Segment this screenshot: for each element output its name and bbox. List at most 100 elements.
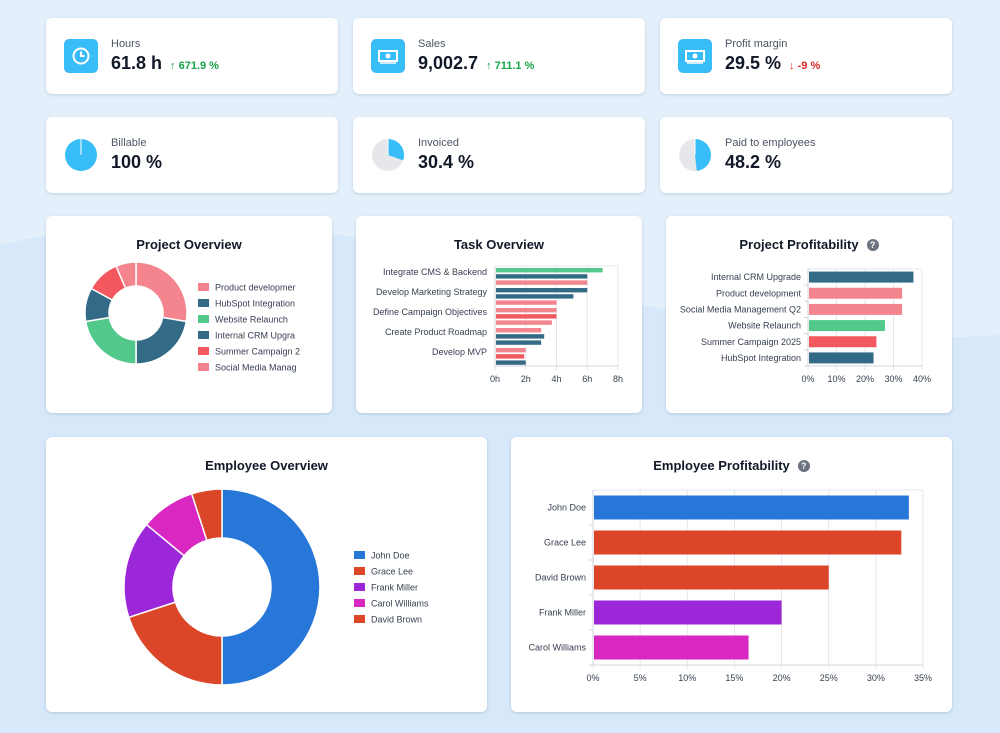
y-tick-label: Frank Miller [539, 608, 586, 618]
bar [496, 280, 588, 285]
bar [594, 600, 782, 625]
x-tick-label: 0% [801, 374, 814, 384]
x-tick-label: 35% [914, 673, 932, 683]
bar [496, 354, 525, 359]
bar [809, 303, 903, 315]
invoiced-pie-icon [372, 139, 404, 171]
project-profitability-card: Project Profitability? 0% 10% 20% 30% 40% Int… [666, 216, 952, 413]
legend-label: Carol Williams [371, 599, 429, 609]
bar [496, 314, 557, 319]
employee-overview-card: Employee Overview John Doe Grace Lee Frank… [46, 437, 487, 712]
money-icon [371, 39, 405, 73]
donut-slice [84, 316, 137, 365]
chart-title-text: Employee Profitability [653, 458, 790, 473]
legend-label: Grace Lee [371, 567, 413, 577]
y-tick-label: David Brown [535, 573, 586, 583]
x-tick-label: 40% [913, 374, 931, 384]
donut-slice [135, 316, 188, 365]
employee-profitability-chart: 0% 5% 10% 15% 20% 25% 30% 35% John Doe Grace Lee D… [528, 489, 932, 683]
x-tick-label: 4h [551, 374, 561, 384]
chart-title-text: Project Profitability [739, 237, 859, 252]
x-tick-label: 30% [867, 673, 885, 683]
kpi-label: Profit margin [725, 38, 788, 50]
chart-title: Task Overview [453, 237, 545, 252]
kpi-sales-card: Sales 9,002.7 ↑ 711.1 % [353, 18, 645, 94]
x-tick-label: 25% [820, 673, 838, 683]
y-tick-label: John Doe [547, 503, 586, 513]
bar [496, 348, 526, 353]
legend-swatch [354, 599, 365, 607]
donut-slice [221, 488, 321, 686]
legend-label: HubSpot Integration [215, 299, 295, 309]
kpi-hours-card: Hours 61.8 h ↑ 671.9 % [46, 18, 338, 94]
kpi-label: Paid to employees [725, 137, 816, 149]
legend-swatch [354, 615, 365, 623]
bar [809, 287, 903, 299]
donut-slice [135, 261, 188, 323]
x-tick-label: 10% [827, 374, 845, 384]
kpi-value: 29.5 % [725, 53, 782, 73]
pie-slice [388, 139, 404, 161]
paid-pie-icon [679, 139, 711, 171]
donut-slice [115, 261, 137, 290]
task-overview-chart: 0h 2h 4h 6h 8h Integrate CMS & Backend Develop… [373, 265, 623, 384]
help-icon[interactable]: ? [866, 239, 879, 251]
bar [496, 288, 588, 293]
kpi-profit-margin-card: Profit margin 29.5 % ↓ -9 % [660, 18, 952, 94]
legend-swatch [198, 283, 209, 291]
legend-swatch [198, 347, 209, 355]
bar [809, 271, 914, 283]
y-tick-label: Integrate CMS & Backend [383, 267, 487, 277]
y-tick-label: Website Relaunch [728, 321, 801, 331]
y-tick-label: Define Campaign Objectives [373, 307, 488, 317]
task-overview-card: Task Overview 0h 2h 4h 6h 8h Integrate CMS & … [356, 216, 642, 413]
kpi-label: Sales [418, 38, 446, 50]
donut-slice [127, 601, 223, 686]
money-icon [678, 39, 712, 73]
chart-title: Project Profitability? [666, 237, 952, 252]
bar [809, 352, 874, 364]
y-tick-label: Develop Marketing Strategy [376, 287, 488, 297]
legend-label: Website Relaunch [215, 315, 288, 325]
kpi-delta-down: ↓ -9 % [789, 60, 821, 72]
legend-label: Frank Miller [371, 583, 418, 593]
y-tick-label: Develop MVP [432, 347, 487, 357]
donut-slice [190, 488, 223, 542]
kpi-paid-to-employees-card: Paid to employees 48.2 % [660, 117, 952, 193]
kpi-label: Hours [111, 38, 141, 50]
legend-label: Product developmer [215, 283, 296, 293]
legend-label: David Brown [371, 615, 422, 625]
x-tick-label: 0h [490, 374, 500, 384]
legend-label: John Doe [371, 551, 410, 561]
legend-swatch [354, 583, 365, 591]
chart-title: Project Overview [136, 237, 242, 252]
project-overview-chart: Product developmer HubSpot Integration Web… [84, 261, 300, 373]
y-tick-label: Product development [716, 288, 802, 298]
kpi-delta-up: ↑ 711.1 % [486, 60, 535, 72]
y-tick-label: Internal CRM Upgrade [711, 272, 801, 282]
bar [496, 334, 545, 339]
project-overview-card: Project Overview Product developmer HubSp… [46, 216, 332, 413]
kpi-label: Billable [111, 137, 147, 149]
project-profitability-chart: 0% 10% 20% 30% 40% Internal CRM Upgrade Produc… [680, 268, 931, 384]
kpi-value: 48.2 % [725, 152, 782, 172]
billable-pie-icon [65, 139, 97, 171]
help-icon[interactable]: ? [797, 460, 810, 472]
bar [496, 360, 526, 365]
bar [496, 268, 603, 273]
y-tick-label: HubSpot Integration [721, 353, 801, 363]
bar [496, 320, 552, 325]
bar [809, 320, 885, 332]
x-tick-label: 2h [521, 374, 531, 384]
y-tick-label: Grace Lee [544, 538, 586, 548]
y-tick-label: Summer Campaign 2025 [701, 337, 801, 347]
bar [496, 328, 542, 333]
legend-swatch [354, 567, 365, 575]
kpi-value: 30.4 % [418, 152, 475, 172]
legend-swatch [198, 299, 209, 307]
kpi-value: 9,002.7 [418, 53, 479, 73]
y-tick-label: Social Media Management Q2 [680, 304, 801, 314]
bar [496, 274, 588, 279]
x-tick-label: 10% [678, 673, 696, 683]
kpi-value: 100 % [111, 152, 163, 172]
